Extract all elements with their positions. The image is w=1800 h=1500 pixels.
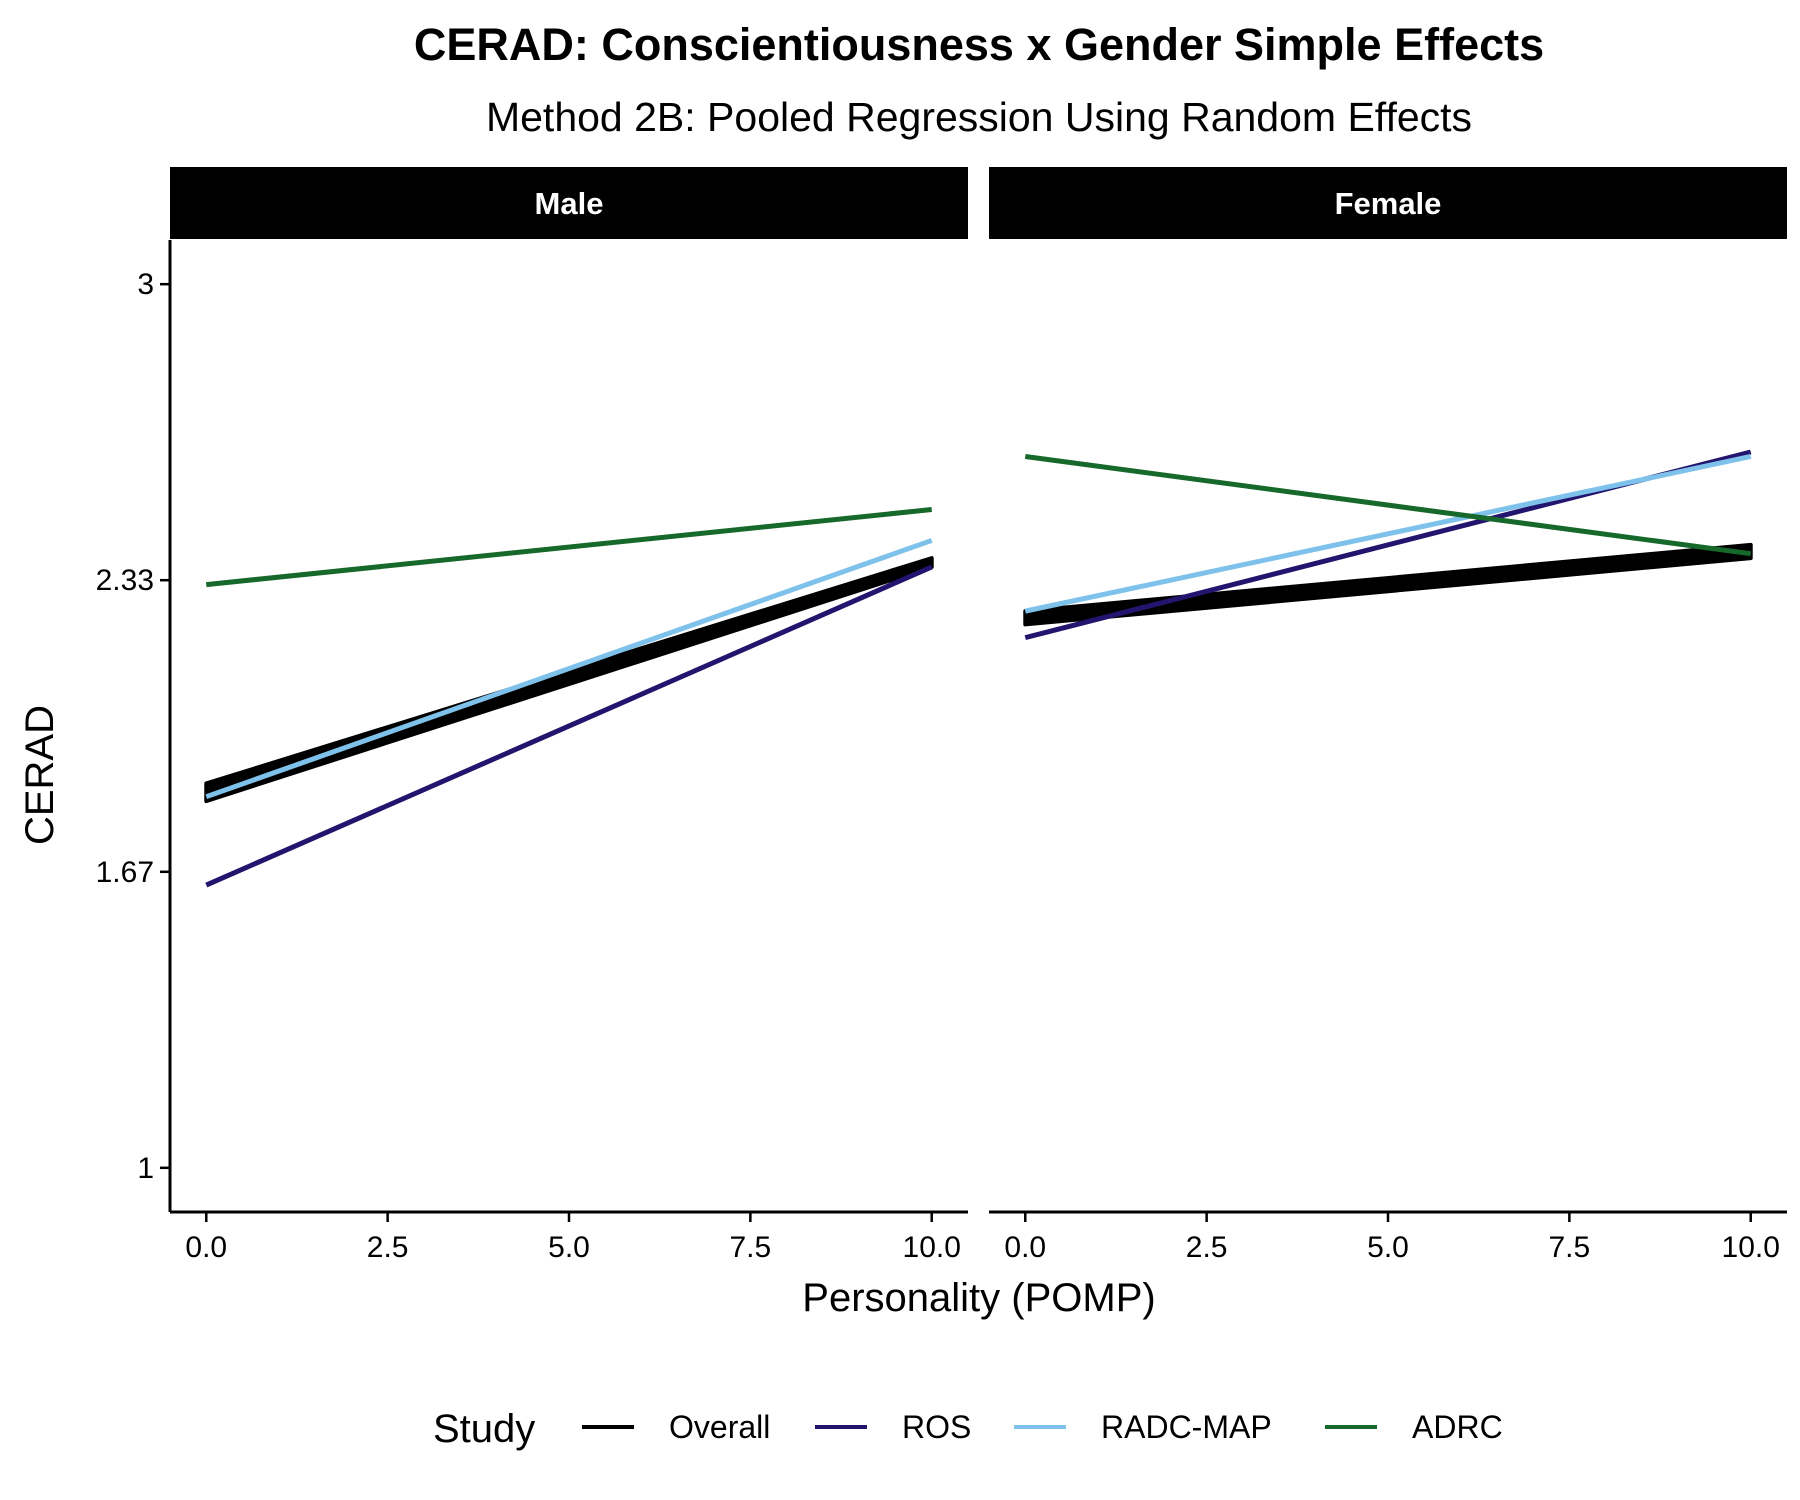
panel-female: Female 0.0 2.5 5.0 7.5 10.0 bbox=[989, 167, 1787, 1264]
y-axis-title: CERAD bbox=[18, 705, 62, 845]
x-axis-title: Personality (POMP) bbox=[802, 1276, 1155, 1320]
strip-male bbox=[170, 167, 968, 239]
series-line-adrc-female bbox=[1024, 454, 1752, 557]
legend-label-overall: Overall bbox=[669, 1409, 770, 1445]
y-tick-label: 1.67 bbox=[96, 856, 154, 889]
x-tick-label: 2.5 bbox=[1186, 1231, 1228, 1264]
strip-female bbox=[989, 167, 1787, 239]
series-band-overall-female bbox=[1023, 542, 1753, 627]
strip-label-male: Male bbox=[535, 186, 604, 221]
chart-title: CERAD: Conscientiousness x Gender Simple… bbox=[414, 19, 1544, 70]
x-tick-label: 10.0 bbox=[1722, 1231, 1780, 1264]
series-line-radc-map-male bbox=[205, 538, 933, 800]
x-tick-label: 0.0 bbox=[185, 1231, 227, 1264]
panel-male: Male 1 1.67 2.33 3 0.0 2.5 5.0 7.5 10.0 bbox=[96, 167, 968, 1264]
legend-label-adrc: ADRC bbox=[1412, 1409, 1503, 1445]
legend-item-adrc: ADRC bbox=[1325, 1409, 1503, 1445]
x-tick-label: 0.0 bbox=[1004, 1231, 1046, 1264]
legend: Study Overall ROS RADC-MAP ADRC bbox=[433, 1407, 1503, 1451]
legend-item-ros: ROS bbox=[815, 1409, 971, 1445]
x-tick-label: 7.5 bbox=[730, 1231, 772, 1264]
legend-label-radc-map: RADC-MAP bbox=[1101, 1409, 1272, 1445]
y-tick-label: 1 bbox=[137, 1152, 154, 1185]
x-tick-label: 5.0 bbox=[548, 1231, 590, 1264]
x-tick-label: 2.5 bbox=[367, 1231, 409, 1264]
series-line-ros-male bbox=[205, 564, 933, 888]
chart-subtitle: Method 2B: Pooled Regression Using Rando… bbox=[486, 94, 1472, 140]
legend-item-radc-map: RADC-MAP bbox=[1014, 1409, 1272, 1445]
x-tick-label: 10.0 bbox=[903, 1231, 961, 1264]
strip-label-female: Female bbox=[1335, 186, 1442, 221]
y-tick-label: 2.33 bbox=[96, 564, 154, 597]
facet-panels: Male 1 1.67 2.33 3 0.0 2.5 5.0 7.5 10.0 Female 0.0 2… bbox=[96, 167, 1787, 1264]
series-band-overall-male bbox=[204, 556, 934, 804]
y-tick-label: 3 bbox=[137, 268, 154, 301]
series-line-radc-map-female bbox=[1024, 454, 1752, 614]
x-tick-label: 5.0 bbox=[1367, 1231, 1409, 1264]
series-line-adrc-male bbox=[206, 507, 932, 588]
legend-item-overall: Overall bbox=[582, 1409, 770, 1445]
legend-title: Study bbox=[433, 1407, 535, 1451]
x-tick-label: 7.5 bbox=[1549, 1231, 1591, 1264]
legend-label-ros: ROS bbox=[902, 1409, 971, 1445]
